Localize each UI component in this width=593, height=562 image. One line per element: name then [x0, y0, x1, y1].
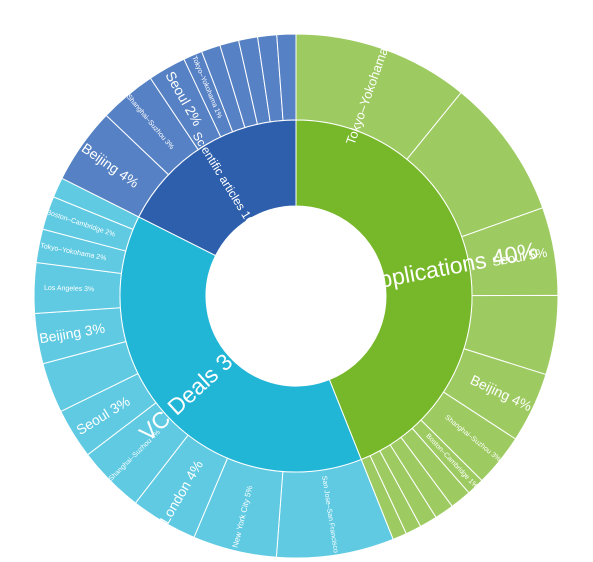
inner-segment-scientific-articles: [138, 119, 297, 257]
inner-ring: [119, 119, 473, 473]
outer-ring: [33, 33, 559, 559]
inner-segment-vc-deals: [119, 216, 362, 473]
inner-segment-pct-applications: [295, 119, 473, 461]
outer-label-vc-deals-8: Los Angeles 3%: [44, 285, 94, 294]
